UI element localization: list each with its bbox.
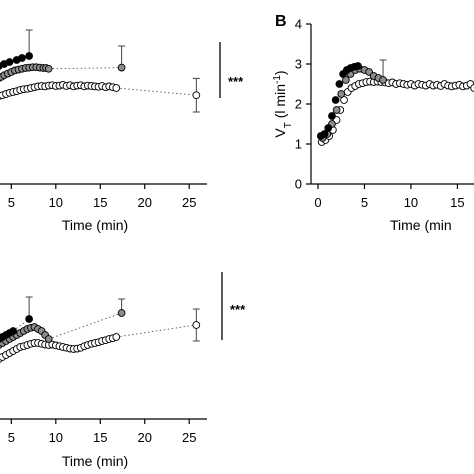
series-connector	[48, 312, 122, 340]
data-point	[112, 84, 121, 92]
x-tick-label: 20	[138, 430, 152, 445]
series-filled-black	[0, 296, 33, 343]
series-filled-gray	[0, 45, 126, 82]
data-point	[192, 91, 201, 100]
x-axis-label: Time (min)	[62, 453, 128, 469]
x-tick-label: 5	[8, 430, 15, 445]
x-tick-label: 5	[8, 195, 15, 210]
x-tick-label: 5	[361, 195, 368, 210]
x-tick-label: 15	[93, 195, 107, 210]
series-open	[317, 77, 474, 146]
data-point	[332, 106, 341, 114]
data-point	[18, 54, 26, 62]
y-tick-label: 4	[295, 17, 302, 32]
series-filled-black	[0, 29, 33, 70]
series-connector	[116, 87, 197, 96]
data-point	[9, 327, 17, 335]
x-tick-label: 10	[49, 195, 63, 210]
chart-panel-1: 5 10 15 20 25 Time (min) ***	[0, 29, 244, 233]
data-point	[335, 80, 344, 88]
data-point	[354, 62, 362, 70]
significance-label: ***	[230, 302, 246, 317]
significance-label: ***	[228, 74, 244, 89]
series-connector	[48, 67, 122, 70]
data-point	[192, 321, 201, 329]
data-point	[25, 315, 33, 323]
y-axis-label-part: (l min	[272, 84, 288, 122]
y-axis-label: VT (l min-1)	[272, 70, 294, 137]
chart-panel-2: 0 5 10 15 Time (min 0 1 2 3 4 VT (l min-1) B	[272, 13, 474, 233]
x-tick-label: 15	[450, 195, 464, 210]
y-tick-label: 3	[295, 57, 302, 72]
data-point	[112, 333, 121, 341]
data-point	[320, 130, 329, 138]
data-point	[337, 90, 346, 98]
x-tick-label: 0	[314, 195, 321, 210]
series-filled-gray	[0, 298, 126, 349]
x-axis-label: Time (min	[390, 217, 452, 233]
x-tick-label: 10	[404, 195, 418, 210]
series-filled-black	[316, 62, 362, 140]
y-axis-label-part: T	[283, 122, 294, 128]
y-tick-label: 1	[295, 137, 302, 152]
data-point	[117, 309, 126, 317]
data-point	[324, 124, 333, 132]
panel-letter: B	[275, 13, 287, 30]
data-point	[117, 63, 126, 72]
y-axis-label-part: V	[272, 128, 288, 138]
data-point	[331, 96, 340, 104]
data-point	[44, 64, 53, 73]
data-point	[5, 58, 14, 66]
y-axis-label-part: )	[272, 70, 288, 75]
data-point	[470, 84, 474, 92]
y-tick-label: 2	[295, 97, 302, 112]
chart-panel-3: 5 10 15 20 25 Time (min) ***	[0, 272, 246, 469]
data-point	[328, 112, 336, 120]
x-axis-label: Time (min)	[62, 217, 128, 233]
x-tick-label: 15	[93, 430, 107, 445]
series-open	[0, 77, 201, 113]
data-point	[25, 52, 33, 60]
y-axis-label-part: -1	[272, 75, 283, 84]
series-connector	[116, 324, 197, 338]
data-point	[379, 76, 387, 84]
y-tick-label: 0	[295, 177, 302, 192]
data-point	[44, 335, 53, 343]
x-tick-label: 25	[182, 430, 196, 445]
x-tick-label: 20	[138, 195, 152, 210]
series-open	[0, 308, 201, 363]
x-tick-label: 10	[49, 430, 63, 445]
x-tick-label: 25	[182, 195, 196, 210]
